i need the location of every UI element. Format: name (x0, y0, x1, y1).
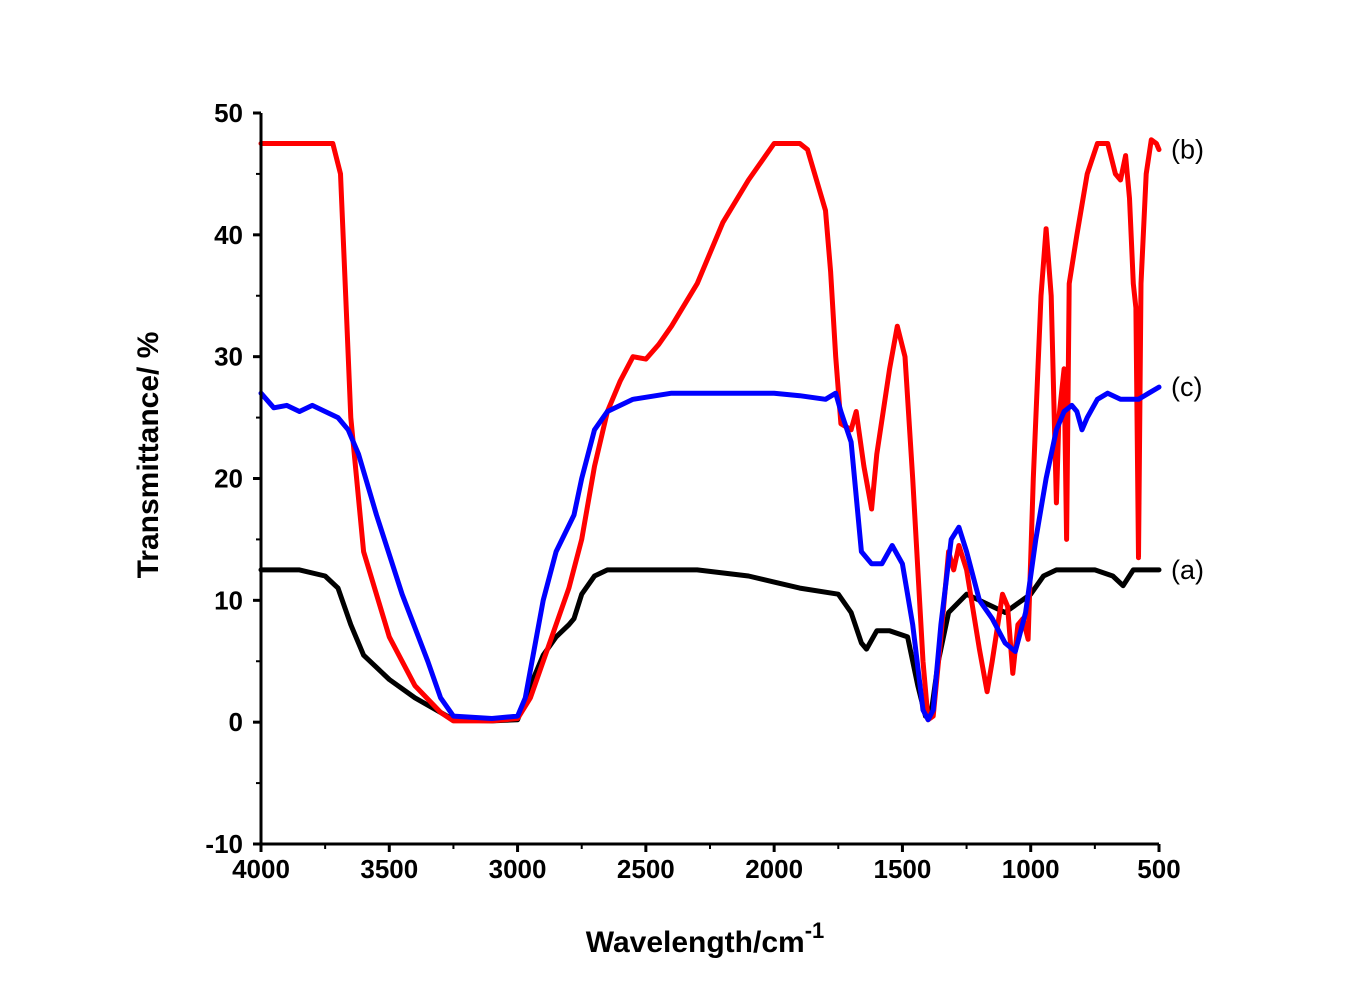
y-axis-title: Transmittance/ % (132, 332, 165, 579)
x-axis-title: Wavelength/cm-1 (586, 918, 825, 959)
y-tick-label: -10 (205, 829, 243, 859)
y-tick-label: 30 (214, 342, 243, 372)
series-line-2 (258, 384, 1162, 723)
series-layer (258, 137, 1162, 724)
series-label-0: (a) (1171, 555, 1204, 585)
axes-layer (253, 111, 1161, 852)
x-axis-title-text: Wavelength/cm (586, 926, 805, 959)
x-tick-label: 1500 (874, 854, 932, 884)
y-tick-label: 0 (229, 707, 243, 737)
x-tick-label: 1000 (1002, 854, 1060, 884)
y-tick-label: 20 (214, 464, 243, 494)
tick-label-layer: -10 0 10 20 30 40 50 4000 3500 3000 2500 2000 1500 10… (205, 98, 1180, 884)
x-tick-label: 2000 (745, 854, 803, 884)
x-tick-label: 2500 (617, 854, 675, 884)
x-tick-label: 500 (1137, 854, 1180, 884)
series-label-layer: (a) (b) (c) (1171, 135, 1204, 585)
x-axis-title-superscript: -1 (805, 918, 825, 943)
y-tick-label: 40 (214, 220, 243, 250)
series-line-1 (258, 137, 1162, 724)
series-label-1: (b) (1171, 135, 1204, 165)
y-tick-label: 10 (214, 585, 243, 615)
x-tick-label: 3000 (489, 854, 547, 884)
series-label-2: (c) (1171, 372, 1202, 402)
y-tick-label: 50 (214, 98, 243, 128)
x-tick-label: 3500 (360, 854, 418, 884)
x-tick-label: 4000 (232, 854, 290, 884)
